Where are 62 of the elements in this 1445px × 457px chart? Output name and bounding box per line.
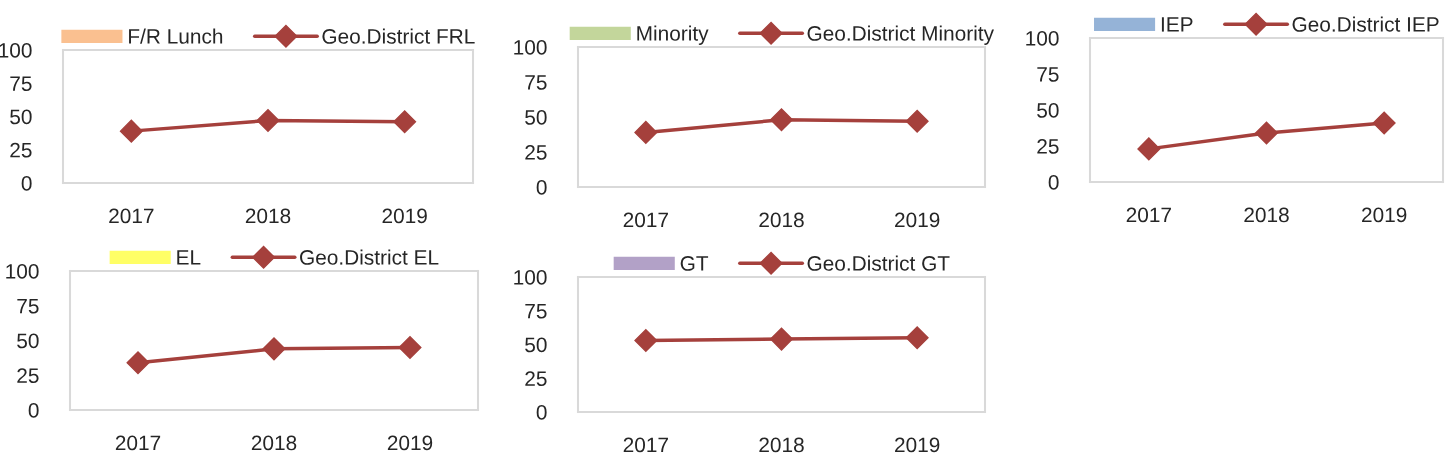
y-tick-label: 50: [1037, 103, 1059, 118]
x-tick-label: 2017: [623, 437, 668, 453]
y-tick-label: 100: [1026, 31, 1059, 46]
y-tick-label: 0: [536, 180, 547, 195]
legend-label: Geo.District GT: [807, 255, 950, 271]
point: [398, 335, 422, 359]
x-tick-label: 2019: [895, 212, 940, 228]
point: [262, 337, 286, 361]
y-tick-label: 25: [10, 142, 32, 158]
y-tick-label: 50: [525, 337, 547, 353]
y-tick-label: 100: [514, 40, 547, 55]
x-tick-label: 2019: [387, 435, 433, 451]
y-tick-label: 0: [536, 405, 547, 420]
legend-label: F/R Lunch: [129, 28, 223, 44]
point: [393, 110, 417, 134]
x-tick-label: 2019: [1362, 207, 1407, 223]
x-tick-label: 2019: [895, 437, 940, 453]
point: [126, 351, 150, 375]
point: [119, 119, 143, 143]
y-tick-label: 75: [10, 76, 32, 91]
x-tick-label: 2017: [623, 212, 668, 228]
point: [1255, 121, 1278, 145]
legend-label: Geo.District Minority: [807, 25, 994, 45]
x-tick-label: 2017: [1126, 207, 1171, 223]
x-tick-label: 2017: [115, 435, 161, 451]
x-tick-label: 2017: [109, 208, 154, 224]
x-tick-label: 2018: [251, 435, 297, 451]
y-tick-label: 75: [1037, 67, 1059, 82]
legend-label: Minority: [637, 25, 709, 45]
x-tick-label: 2018: [1244, 207, 1289, 223]
x-tick-label: 2018: [245, 208, 291, 224]
y-tick-label: 100: [6, 264, 39, 279]
y-tick-label: 25: [17, 368, 39, 383]
y-tick-label: 25: [525, 145, 547, 160]
point: [256, 108, 280, 132]
point: [770, 108, 793, 132]
y-tick-label: 75: [525, 303, 547, 319]
point: [905, 109, 929, 133]
legend-label: IEP: [1161, 17, 1193, 32]
y-tick-label: 0: [21, 176, 32, 191]
y-tick-label: 100: [514, 270, 547, 285]
x-tick-label: 2019: [382, 208, 427, 224]
point: [1137, 137, 1161, 161]
legend-label: Geo.District EL: [300, 249, 439, 265]
y-tick-label: 50: [525, 110, 547, 125]
y-tick-label: 25: [1037, 139, 1059, 154]
y-tick-label: 0: [28, 403, 39, 418]
y-tick-label: 50: [17, 333, 39, 349]
y-tick-label: 25: [525, 371, 547, 386]
x-tick-label: 2018: [759, 437, 804, 453]
legend-label: EL: [177, 250, 201, 265]
y-tick-label: 75: [17, 298, 39, 314]
legend-label: Geo.District FRL: [322, 28, 475, 44]
y-tick-label: 100: [0, 43, 32, 58]
legend-label: Geo.District IEP: [1292, 16, 1439, 32]
legend-label: GT: [680, 256, 709, 271]
x-tick-label: 2018: [759, 212, 804, 228]
point: [1372, 111, 1396, 135]
point: [634, 120, 658, 144]
y-tick-label: 0: [1048, 175, 1059, 190]
y-tick-label: 50: [10, 109, 32, 125]
y-tick-label: 75: [525, 75, 547, 90]
